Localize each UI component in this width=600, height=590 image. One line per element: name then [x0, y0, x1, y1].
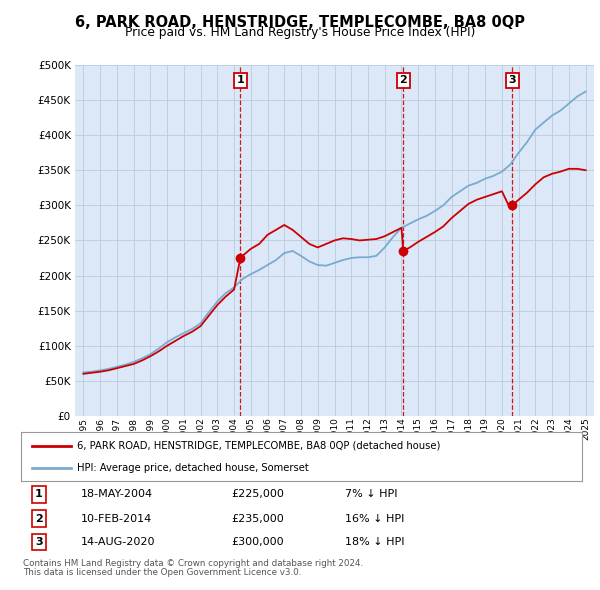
Text: £235,000: £235,000 [231, 514, 284, 523]
Text: Price paid vs. HM Land Registry's House Price Index (HPI): Price paid vs. HM Land Registry's House … [125, 26, 475, 39]
Text: 2: 2 [400, 76, 407, 86]
Text: £300,000: £300,000 [231, 537, 284, 547]
Text: HPI: Average price, detached house, Somerset: HPI: Average price, detached house, Some… [77, 463, 309, 473]
Text: 18% ↓ HPI: 18% ↓ HPI [345, 537, 404, 547]
Text: £225,000: £225,000 [231, 490, 284, 499]
Text: 6, PARK ROAD, HENSTRIDGE, TEMPLECOMBE, BA8 0QP: 6, PARK ROAD, HENSTRIDGE, TEMPLECOMBE, B… [75, 15, 525, 30]
Text: 10-FEB-2014: 10-FEB-2014 [81, 514, 152, 523]
Text: This data is licensed under the Open Government Licence v3.0.: This data is licensed under the Open Gov… [23, 568, 301, 577]
Text: 6, PARK ROAD, HENSTRIDGE, TEMPLECOMBE, BA8 0QP (detached house): 6, PARK ROAD, HENSTRIDGE, TEMPLECOMBE, B… [77, 441, 440, 451]
Text: 16% ↓ HPI: 16% ↓ HPI [345, 514, 404, 523]
Text: 7% ↓ HPI: 7% ↓ HPI [345, 490, 398, 499]
Text: 1: 1 [35, 490, 43, 499]
Text: Contains HM Land Registry data © Crown copyright and database right 2024.: Contains HM Land Registry data © Crown c… [23, 559, 363, 568]
Text: 3: 3 [35, 537, 43, 547]
Text: 3: 3 [508, 76, 516, 86]
Text: 14-AUG-2020: 14-AUG-2020 [81, 537, 155, 547]
Text: 18-MAY-2004: 18-MAY-2004 [81, 490, 153, 499]
Text: 2: 2 [35, 514, 43, 523]
Text: 1: 1 [236, 76, 244, 86]
